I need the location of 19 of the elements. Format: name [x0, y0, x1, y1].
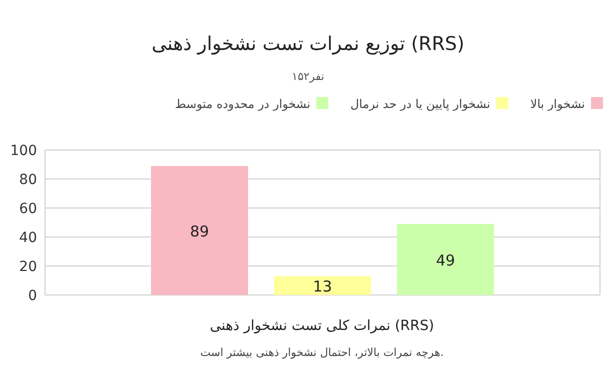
bar — [274, 276, 371, 295]
data-label: 49 — [436, 251, 456, 270]
y-tick-label: 40 — [19, 230, 37, 246]
y-tick-label: 100 — [10, 143, 37, 159]
data-label: 89 — [190, 222, 210, 240]
legend-label: نشخوار در محدوده متوسط — [175, 97, 310, 111]
data-label: 13 — [312, 278, 332, 296]
y-tick-label: 60 — [19, 201, 37, 217]
y-tick-label: 80 — [19, 172, 37, 188]
text: هرچه نمرات بالاتر، احتمال نشخوار ذهنی بیشتر است. — [200, 346, 444, 359]
legend-label: نشخوار بالا — [530, 97, 585, 111]
x-axis-title: نمرات کلی تست نشخوار ذهنی (RRS) — [210, 318, 434, 334]
bar — [397, 224, 494, 295]
chart-title: توزیع نمرات تست نشخوار ذهنی (RRS) — [152, 33, 464, 55]
y-tick-label: 20 — [19, 259, 37, 275]
legend-label: نشخوار پایین یا در حد نرمال — [350, 97, 490, 111]
bar — [151, 166, 248, 295]
y-tick-label: 0 — [28, 288, 37, 304]
chart-subtitle: ۱۵۲نفر — [292, 70, 324, 83]
